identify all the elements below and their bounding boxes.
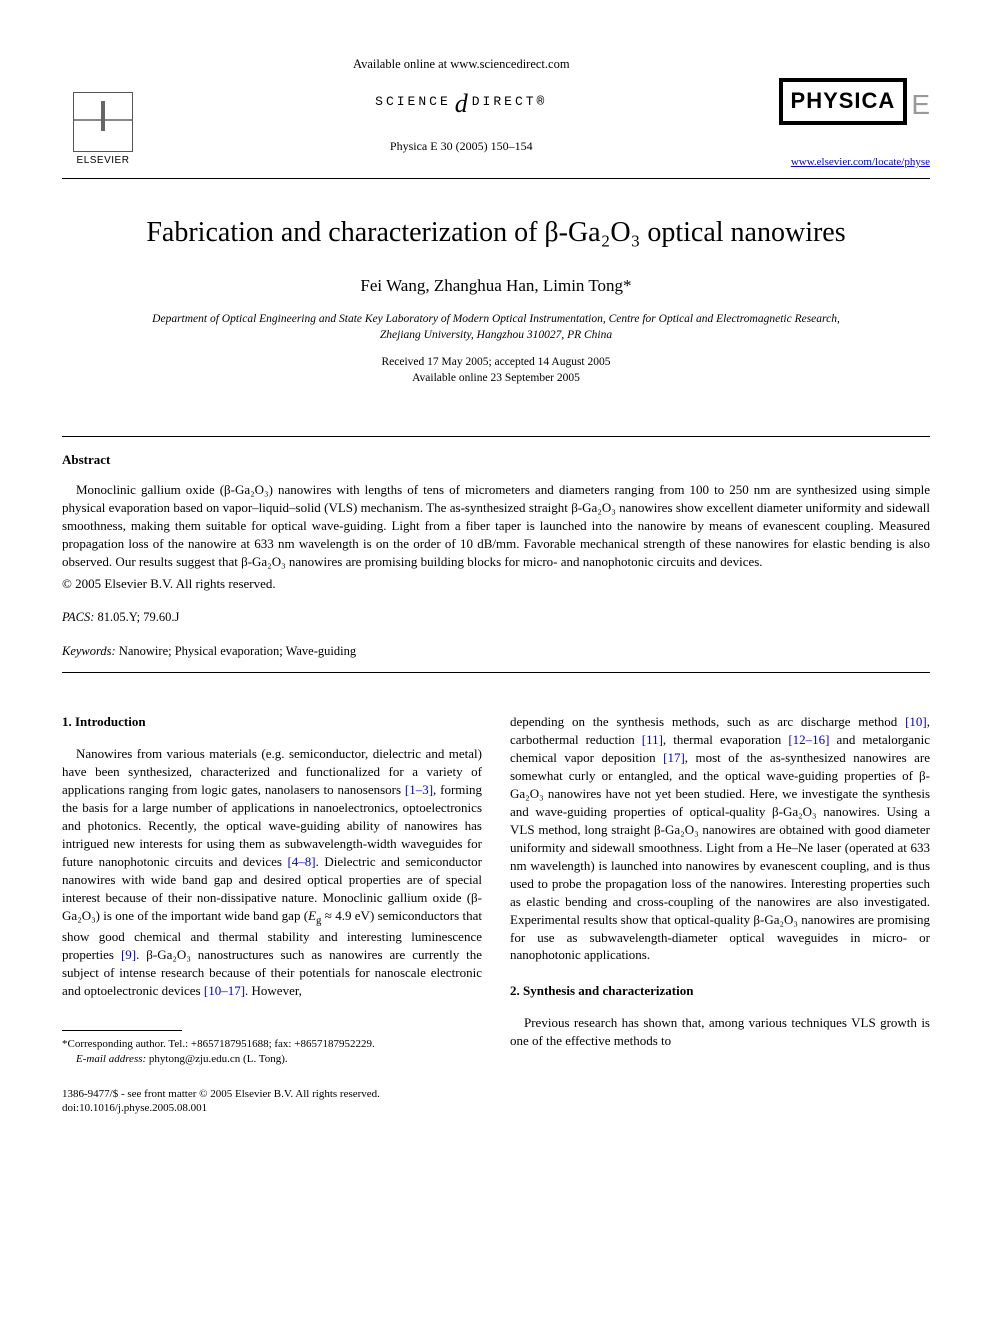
keywords-line: Keywords: Nanowire; Physical evaporation… xyxy=(62,643,930,661)
abstract-body: Monoclinic gallium oxide (β-Ga₂O₃) nanow… xyxy=(62,481,930,571)
right-column: depending on the synthesis methods, such… xyxy=(510,713,930,1066)
ref-9[interactable]: [9] xyxy=(121,947,136,962)
footer-doi: doi:10.1016/j.physe.2005.08.001 xyxy=(62,1101,930,1116)
abstract-copyright: © 2005 Elsevier B.V. All rights reserved… xyxy=(62,575,930,593)
section-2-para: Previous research has shown that, among … xyxy=(510,1014,930,1050)
footer-copyright: 1386-9477/$ - see front matter © 2005 El… xyxy=(62,1087,930,1102)
dates-block: Received 17 May 2005; accepted 14 August… xyxy=(62,355,930,386)
elsevier-label: ELSEVIER xyxy=(77,154,130,168)
section-2-heading: 2. Synthesis and characterization xyxy=(510,982,930,1000)
journal-url-link[interactable]: www.elsevier.com/locate/physe xyxy=(779,155,930,170)
abstract-heading: Abstract xyxy=(62,451,930,469)
body-columns: 1. Introduction Nanowires from various m… xyxy=(62,713,930,1066)
available-online-text: Available online at www.sciencedirect.co… xyxy=(144,56,779,74)
received-date: Received 17 May 2005; accepted 14 August… xyxy=(62,355,930,371)
ref-10[interactable]: [10] xyxy=(905,714,927,729)
sciencedirect-at-icon: d xyxy=(455,86,468,122)
affiliation-line-1: Department of Optical Engineering and St… xyxy=(62,312,930,328)
s1-text-e: . However, xyxy=(245,983,302,998)
section-1-para: Nanowires from various materials (e.g. s… xyxy=(62,745,482,1000)
section-1-heading: 1. Introduction xyxy=(62,713,482,731)
affiliation-block: Department of Optical Engineering and St… xyxy=(62,312,930,343)
authors-line: Fei Wang, Zhanghua Han, Limin Tong* xyxy=(62,274,930,298)
s1-col2-e: , most of the as-synthesized nanowires a… xyxy=(510,750,930,962)
abstract-top-rule xyxy=(62,436,930,437)
ref-10-17[interactable]: [10–17] xyxy=(204,983,245,998)
keywords-label: Keywords: xyxy=(62,644,116,658)
abstract-bottom-rule xyxy=(62,672,930,673)
keywords-values: Nanowire; Physical evaporation; Wave-gui… xyxy=(119,644,356,658)
journal-reference: Physica E 30 (2005) 150–154 xyxy=(144,138,779,155)
sciencedirect-left: SCIENCE xyxy=(375,93,451,111)
physica-logo-block: PHYSICAE www.elsevier.com/locate/physe xyxy=(779,78,930,170)
s2-text: Previous research has shown that, among … xyxy=(510,1015,930,1048)
page-header: ELSEVIER Available online at www.science… xyxy=(62,50,930,170)
physica-e-label: E xyxy=(911,85,930,124)
s1-col2-c: , thermal evaporation xyxy=(663,732,788,747)
affiliation-line-2: Zhejiang University, Hangzhou 310027, PR… xyxy=(62,328,930,344)
corresponding-author: *Corresponding author. Tel.: +8657187951… xyxy=(62,1037,482,1052)
email-label: E-mail address: xyxy=(76,1053,146,1065)
eg-symbol: E xyxy=(308,908,316,923)
email-line: E-mail address: phytong@zju.edu.cn (L. T… xyxy=(62,1052,482,1067)
pacs-line: PACS: 81.05.Y; 79.60.J xyxy=(62,609,930,627)
header-divider xyxy=(62,178,930,179)
footnote-rule xyxy=(62,1030,182,1031)
page-footer: 1386-9477/$ - see front matter © 2005 El… xyxy=(62,1087,930,1117)
sciencedirect-logo: SCIENCE d DIRECT® xyxy=(375,84,547,120)
physica-label: PHYSICA xyxy=(779,78,908,125)
ref-12-16[interactable]: [12–16] xyxy=(788,732,829,747)
abstract-text: Monoclinic gallium oxide (β-Ga₂O₃) nanow… xyxy=(62,482,930,569)
sciencedirect-right: DIRECT® xyxy=(472,93,548,111)
email-address: phytong@zju.edu.cn (L. Tong). xyxy=(149,1053,288,1065)
ref-4-8[interactable]: [4–8] xyxy=(287,854,315,869)
s1-col2-a: depending on the synthesis methods, such… xyxy=(510,714,905,729)
ref-17[interactable]: [17] xyxy=(663,750,685,765)
header-center: Available online at www.sciencedirect.co… xyxy=(144,50,779,155)
online-date: Available online 23 September 2005 xyxy=(62,371,930,387)
ref-1-3[interactable]: [1–3] xyxy=(405,782,433,797)
left-column: 1. Introduction Nanowires from various m… xyxy=(62,713,482,1066)
footnote-block: *Corresponding author. Tel.: +8657187951… xyxy=(62,1037,482,1067)
elsevier-logo: ELSEVIER xyxy=(62,78,144,168)
section-1-para-col2: depending on the synthesis methods, such… xyxy=(510,713,930,964)
article-title: Fabrication and characterization of β-Ga… xyxy=(62,213,930,252)
elsevier-tree-icon xyxy=(73,92,133,152)
ref-11[interactable]: [11] xyxy=(642,732,663,747)
pacs-values: 81.05.Y; 79.60.J xyxy=(98,610,180,624)
pacs-label: PACS: xyxy=(62,610,94,624)
